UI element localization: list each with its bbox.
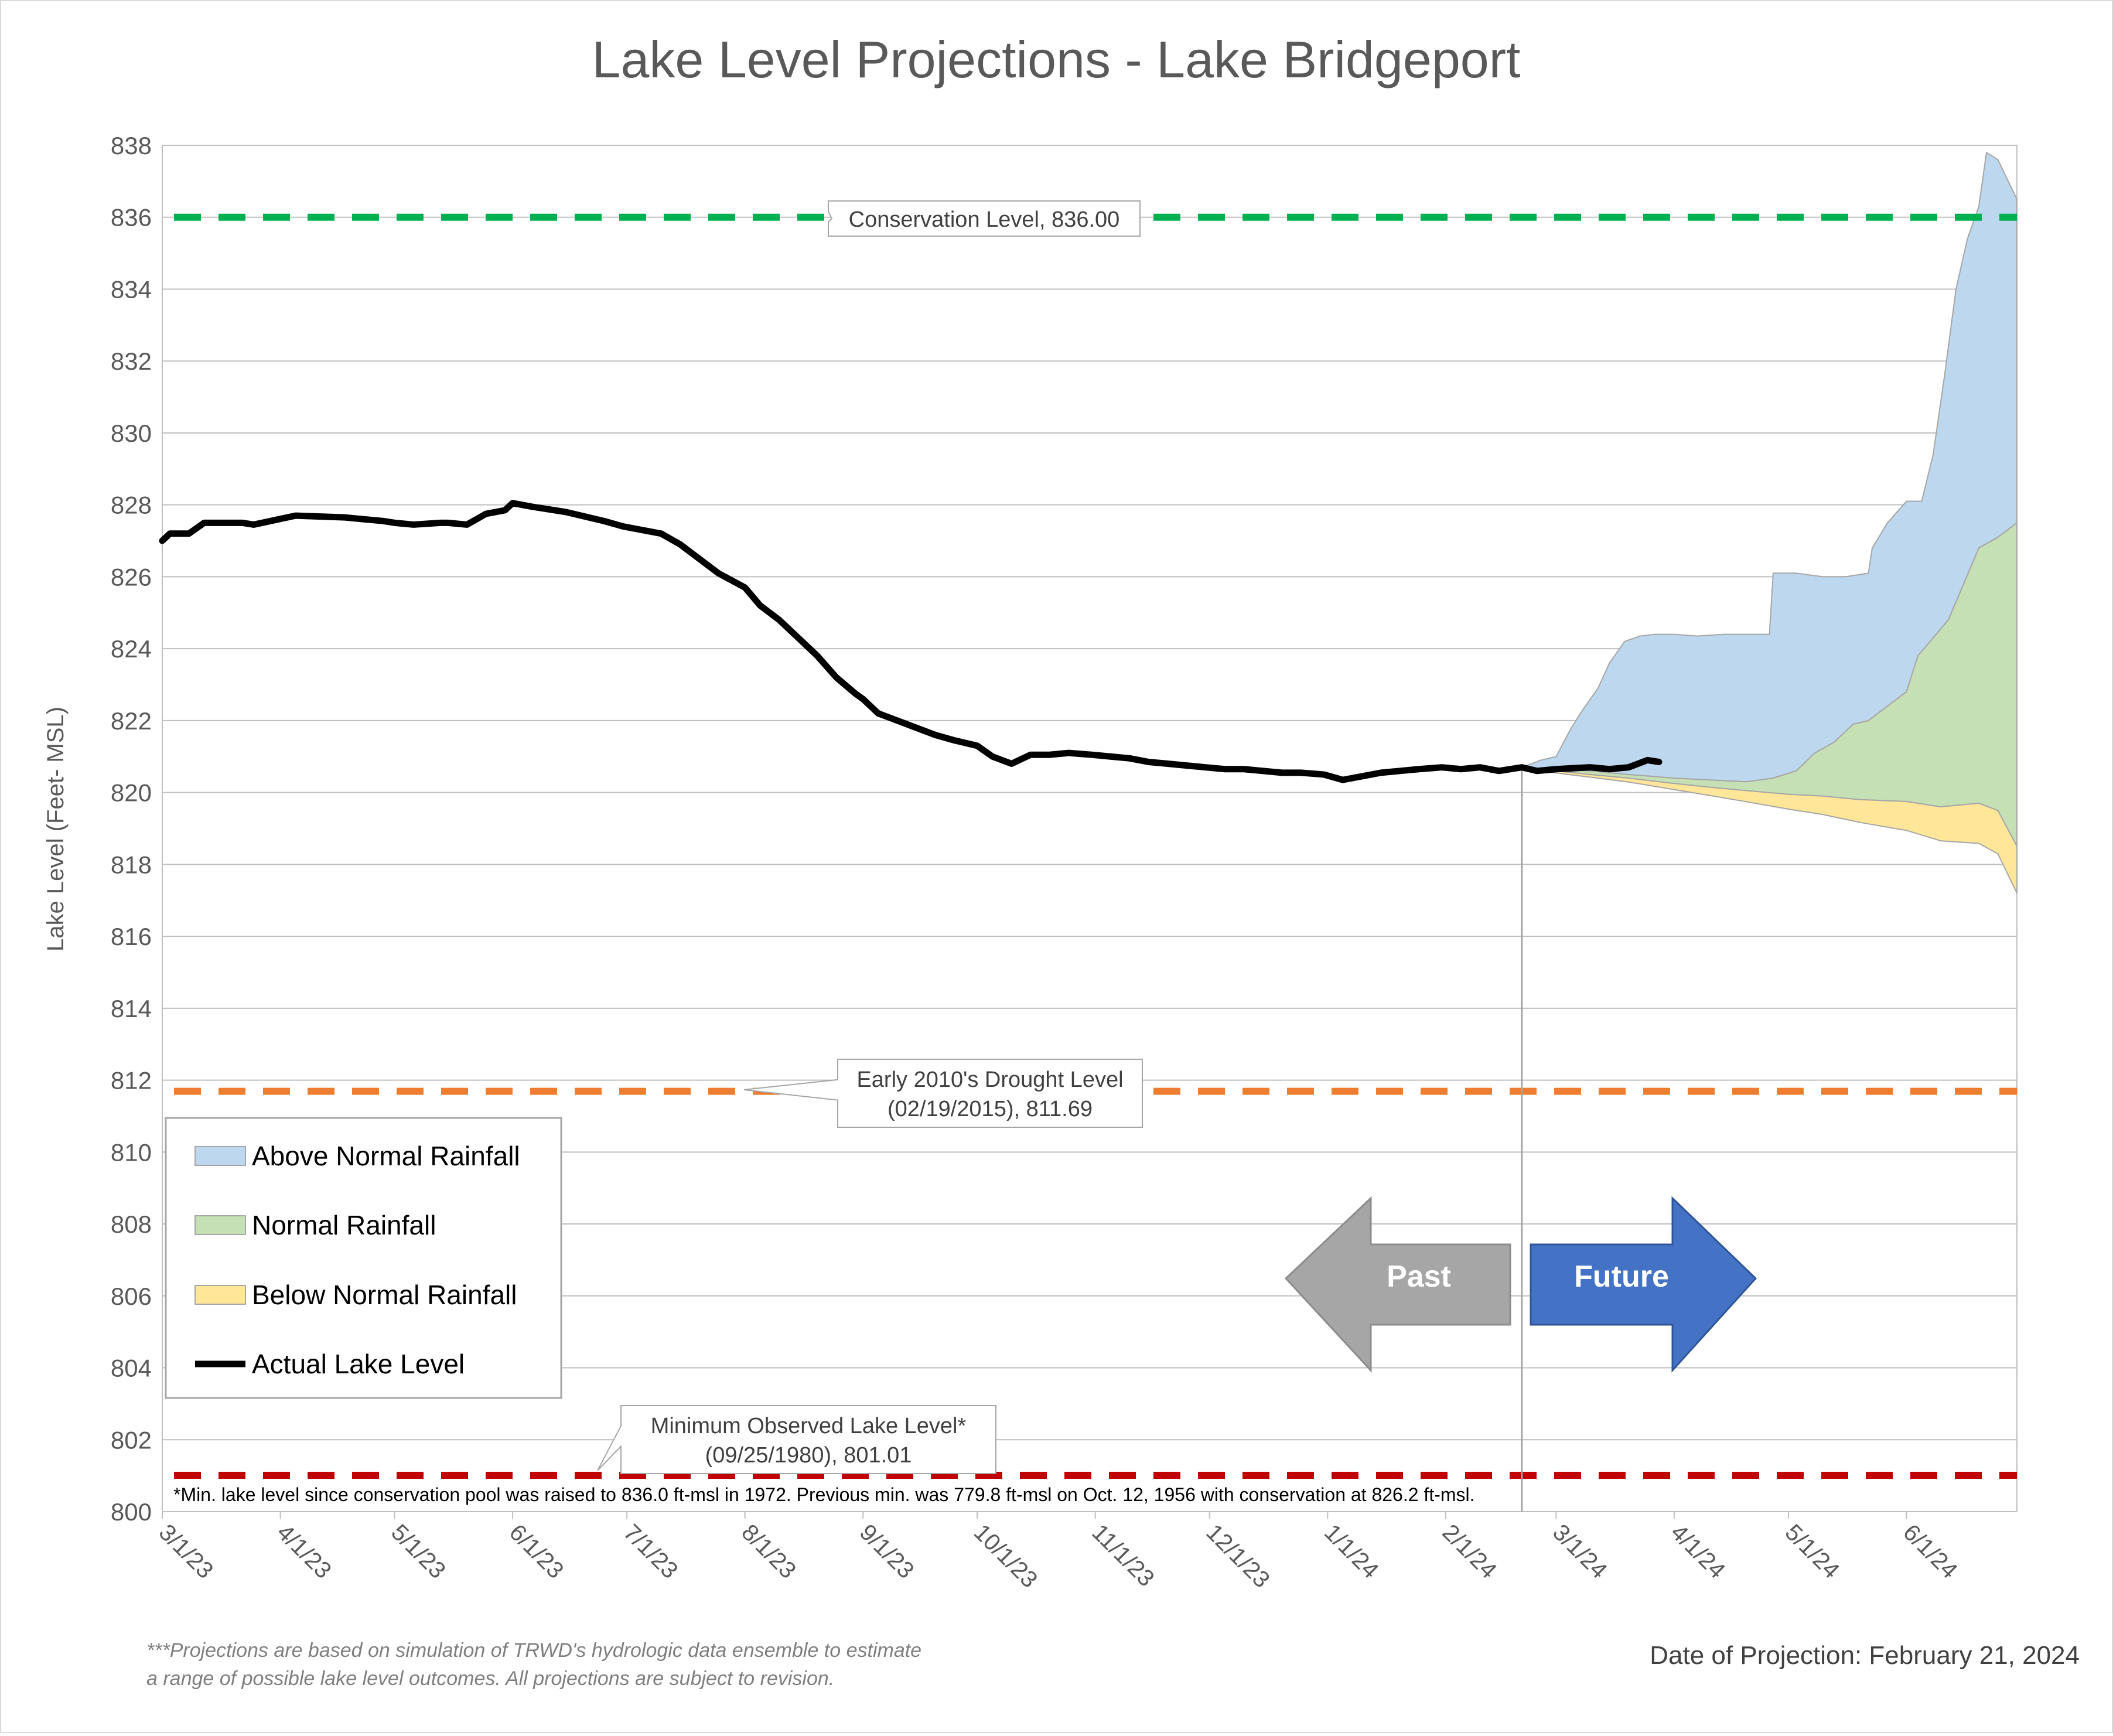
y-tick-label-830: 830 xyxy=(111,419,152,447)
y-tick-label-816: 816 xyxy=(111,923,152,950)
y-tick-label-818: 818 xyxy=(111,851,152,878)
y-tick-label-812: 812 xyxy=(111,1067,152,1094)
legend-label-above-normal-rainfall: Above Normal Rainfall xyxy=(252,1141,520,1171)
legend-label-normal-rainfall: Normal Rainfall xyxy=(252,1210,436,1240)
legend-swatch-normal-rainfall xyxy=(194,1215,246,1235)
y-tick-label-814: 814 xyxy=(111,995,152,1022)
chart-legend: Above Normal Rainfall Normal Rainfall Belo… xyxy=(165,1117,562,1399)
y-tick-label-810: 810 xyxy=(111,1138,152,1166)
minimum-callout-box xyxy=(597,1405,996,1474)
legend-label-actual-lake-level: Actual Lake Level xyxy=(252,1349,465,1379)
y-tick-label-822: 822 xyxy=(111,707,152,735)
future-label: Future xyxy=(1574,1260,1669,1294)
drought-callout: Early 2010's Drought Level (02/19/2015), … xyxy=(743,1059,1143,1128)
y-tick-label-824: 824 xyxy=(111,635,152,663)
y-tick-label-834: 834 xyxy=(111,275,152,303)
past-arrow-shape xyxy=(1284,1196,1511,1373)
y-tick-label-836: 836 xyxy=(111,204,152,231)
y-tick-label-832: 832 xyxy=(111,347,152,375)
drought-callout-box xyxy=(743,1059,1143,1128)
area-below-normal-rainfall xyxy=(1521,766,2018,893)
y-tick-label-826: 826 xyxy=(111,563,152,591)
legend-label-below-normal-rainfall: Below Normal Rainfall xyxy=(252,1280,517,1310)
legend-swatch-below-normal-rainfall xyxy=(194,1285,246,1305)
past-label: Past xyxy=(1387,1260,1451,1294)
y-tick-label-802: 802 xyxy=(111,1426,152,1454)
minimum-callout-line-1: Minimum Observed Lake Level* xyxy=(651,1414,967,1438)
legend-swatch-above-normal-rainfall xyxy=(194,1146,246,1166)
y-tick-label-800: 800 xyxy=(111,1498,152,1526)
chart-title: Lake Level Projections - Lake Bridgeport xyxy=(592,30,1521,88)
plot-area: 800 802 804 806 808 810 812 814 816 818 820 822 824 8… xyxy=(111,132,2018,1593)
y-tick-label-838: 838 xyxy=(111,132,152,159)
y-tick-label-820: 820 xyxy=(111,779,152,807)
y-tick-label-806: 806 xyxy=(111,1283,152,1310)
drought-callout-line-2: (02/19/2015), 811.69 xyxy=(887,1097,1093,1121)
minimum-callout-line-2: (09/25/1980), 801.01 xyxy=(705,1443,912,1468)
past-arrow: Past xyxy=(1284,1196,1511,1373)
disclaimer-line-2: a range of possible lake level outcomes.… xyxy=(146,1667,834,1690)
y-tick-label-808: 808 xyxy=(111,1210,152,1238)
minimum-callout: Minimum Observed Lake Level* (09/25/1980)… xyxy=(597,1405,996,1474)
series-line-actual-lake-level xyxy=(159,500,1663,783)
conservation-callout: Conservation Level, 836.00 xyxy=(828,200,1141,237)
future-arrow-shape xyxy=(1530,1196,1757,1373)
disclaimer-line-1: ***Projections are based on simulation o… xyxy=(146,1639,921,1662)
conservation-callout-box xyxy=(828,200,1141,237)
y-tick-label-828: 828 xyxy=(111,492,152,519)
conservation-callout-line-1: Conservation Level, 836.00 xyxy=(849,207,1120,232)
y-axis-title: Lake Level (Feet- MSL) xyxy=(43,707,69,951)
footnote-text: *Min. lake level since conservation pool… xyxy=(173,1484,1475,1505)
future-arrow: Future xyxy=(1530,1196,1757,1373)
y-tick-label-804: 804 xyxy=(111,1355,152,1382)
projection-date: Date of Projection: February 21, 2024 xyxy=(1650,1641,2080,1670)
drought-callout-line-1: Early 2010's Drought Level xyxy=(856,1067,1123,1092)
